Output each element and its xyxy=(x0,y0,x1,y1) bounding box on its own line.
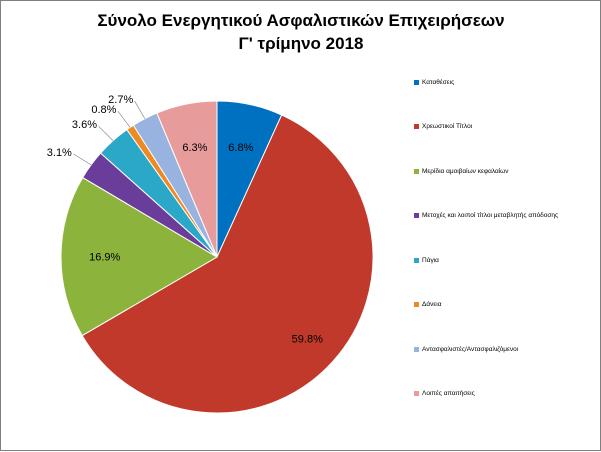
legend-label: Πάγια xyxy=(422,256,439,264)
legend-swatch xyxy=(414,391,419,396)
legend-item-8: Λοιπές απαιτήσεις xyxy=(414,388,475,400)
legend-item-1: Καταθέσεις xyxy=(414,76,454,88)
legend-label: Μετοχές και λοιποί τίτλοι μεταβλητής από… xyxy=(422,212,559,219)
legend-swatch xyxy=(414,346,419,352)
leader-line-6 xyxy=(117,110,131,128)
pie-slice-8 xyxy=(156,100,218,258)
chart-title: Σύνολο Ενεργητικού Ασφαλιστικών Επιχειρή… xyxy=(1,9,601,55)
legend-label: Λοιπές απαιτήσεις xyxy=(422,390,475,397)
legend-item-3: Μερίδια αμοιβαίων κεφαλαίων xyxy=(414,165,509,177)
legend-swatch xyxy=(414,213,419,218)
legend-item-5: Πάγια xyxy=(414,254,439,266)
data-label-6: 0.8% xyxy=(91,104,116,116)
data-label-5: 3.6% xyxy=(72,119,97,131)
legend-swatch xyxy=(414,257,419,263)
legend-swatch xyxy=(414,302,419,307)
data-label-2: 59.8% xyxy=(292,334,323,346)
legend-swatch xyxy=(414,79,419,85)
legend-label: Δάνεια xyxy=(422,301,442,308)
leader-line-5 xyxy=(98,126,114,141)
chart-title-line-2: Γ' τρίμηνο 2018 xyxy=(238,34,364,53)
legend-swatch xyxy=(414,124,419,129)
legend-label: Μερίδια αμοιβαίων κεφαλαίων xyxy=(422,167,509,175)
pie-slice-3 xyxy=(60,176,218,337)
leader-line-4 xyxy=(73,153,92,166)
legend-item-4: Μετοχές και λοιποί τίτλοι μεταβλητής από… xyxy=(414,210,558,222)
data-label-3: 16.9% xyxy=(89,252,120,264)
legend-swatch xyxy=(414,168,419,174)
legend-item-2: Χρεωστικοί Τίτλοι xyxy=(414,121,472,133)
leader-line-7 xyxy=(134,101,146,119)
data-label-7: 2.7% xyxy=(108,94,133,106)
legend-label: Καταθέσεις xyxy=(422,78,455,86)
data-label-1: 6.8% xyxy=(228,142,253,154)
data-label-8: 6.3% xyxy=(182,142,207,154)
legend-item-7: Αντασφαλιστές/Αντασφαλιζόμενοι xyxy=(414,343,518,355)
data-label-4: 3.1% xyxy=(47,147,72,159)
legend-item-6: Δάνεια xyxy=(414,299,441,311)
legend-label: Χρεωστικοί Τίτλοι xyxy=(422,123,473,130)
chart-title-line-1: Σύνολο Ενεργητικού Ασφαλιστικών Επιχειρή… xyxy=(97,11,505,30)
pie-slice-2 xyxy=(81,114,374,414)
legend-label: Αντασφαλιστές/Αντασφαλιζόμενοι xyxy=(422,345,519,353)
